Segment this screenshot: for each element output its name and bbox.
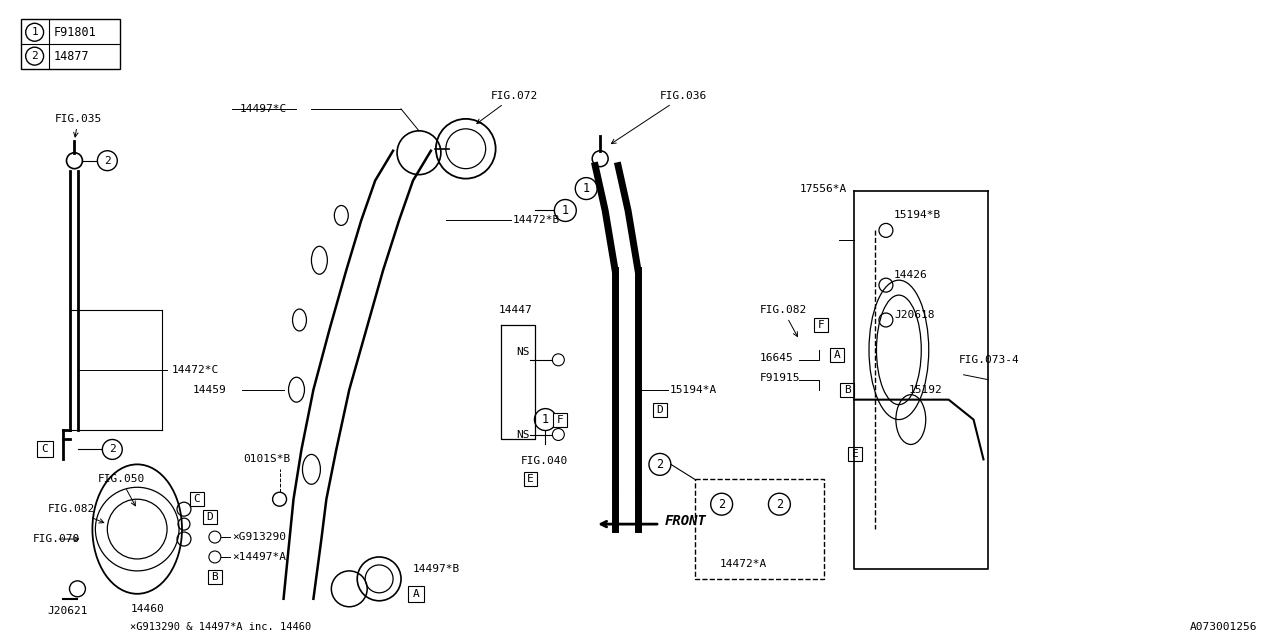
Text: E: E (851, 449, 859, 460)
Text: FIG.082: FIG.082 (759, 305, 806, 337)
Text: FIG.050: FIG.050 (97, 474, 145, 506)
Text: 14472*A: 14472*A (719, 559, 767, 569)
Bar (849, 447, 861, 461)
Text: ×14497*A: ×14497*A (232, 552, 285, 562)
Text: FIG.082: FIG.082 (47, 504, 104, 523)
Text: 14497*C: 14497*C (239, 104, 287, 114)
Text: 16645: 16645 (759, 353, 794, 363)
Text: ×G913290 & 14497*A inc. 14460: ×G913290 & 14497*A inc. 14460 (131, 621, 311, 632)
Text: NS: NS (517, 429, 530, 440)
Text: F91801: F91801 (54, 26, 96, 39)
Bar (831, 348, 844, 362)
Text: 2: 2 (657, 458, 663, 471)
Bar (204, 510, 216, 524)
Text: C: C (41, 444, 47, 454)
Text: 15194*A: 15194*A (669, 385, 717, 395)
Bar (37, 442, 52, 458)
Bar (695, 479, 824, 579)
Bar (207, 570, 221, 584)
Text: B: B (844, 385, 850, 395)
Text: 15192: 15192 (909, 385, 942, 395)
Text: 14447: 14447 (499, 305, 532, 315)
Text: 2: 2 (776, 498, 783, 511)
Text: F91915: F91915 (759, 372, 800, 383)
Text: E: E (527, 474, 534, 484)
Text: B: B (211, 572, 218, 582)
Bar (814, 318, 828, 332)
Text: FIG.072: FIG.072 (477, 91, 538, 124)
Text: 14472*C: 14472*C (172, 365, 219, 375)
Text: F: F (557, 415, 563, 424)
Bar (653, 403, 667, 417)
Bar (524, 472, 538, 486)
Text: 14460: 14460 (131, 604, 164, 614)
Text: D: D (657, 404, 663, 415)
Text: C: C (193, 494, 200, 504)
Text: A073001256: A073001256 (1190, 621, 1257, 632)
Text: 1: 1 (562, 204, 568, 217)
Text: 14426: 14426 (893, 270, 928, 280)
Text: FIG.040: FIG.040 (521, 456, 568, 467)
Text: NS: NS (517, 347, 530, 357)
Text: FRONT: FRONT (664, 514, 707, 528)
Bar (408, 586, 424, 602)
Text: D: D (206, 512, 214, 522)
Text: FIG.070: FIG.070 (33, 534, 79, 544)
Text: J20618: J20618 (893, 310, 934, 320)
Text: FIG.035: FIG.035 (55, 114, 102, 137)
Text: 2: 2 (104, 156, 110, 166)
Text: 2: 2 (718, 498, 726, 511)
Bar (840, 383, 854, 397)
Text: 14472*B: 14472*B (512, 216, 559, 225)
Text: A: A (412, 589, 420, 599)
Text: 14877: 14877 (54, 50, 90, 63)
Text: 17556*A: 17556*A (799, 184, 846, 193)
Text: 2: 2 (31, 51, 38, 61)
Text: 15194*B: 15194*B (893, 211, 941, 220)
Text: 0101S*B: 0101S*B (243, 454, 291, 465)
Text: 1: 1 (541, 413, 549, 426)
Text: ×G913290: ×G913290 (232, 532, 285, 542)
Text: 1: 1 (582, 182, 590, 195)
Text: A: A (833, 350, 841, 360)
Text: 14459: 14459 (193, 385, 227, 395)
Text: 2: 2 (109, 444, 115, 454)
Bar (189, 492, 204, 506)
Text: FIG.036: FIG.036 (612, 91, 707, 143)
Text: J20621: J20621 (47, 605, 88, 616)
Text: 1: 1 (31, 28, 38, 37)
Bar (553, 413, 567, 426)
Text: 14497*B: 14497*B (413, 564, 461, 574)
Bar (20, 19, 120, 69)
Text: F: F (818, 320, 824, 330)
Text: FIG.073-4: FIG.073-4 (959, 355, 1019, 365)
